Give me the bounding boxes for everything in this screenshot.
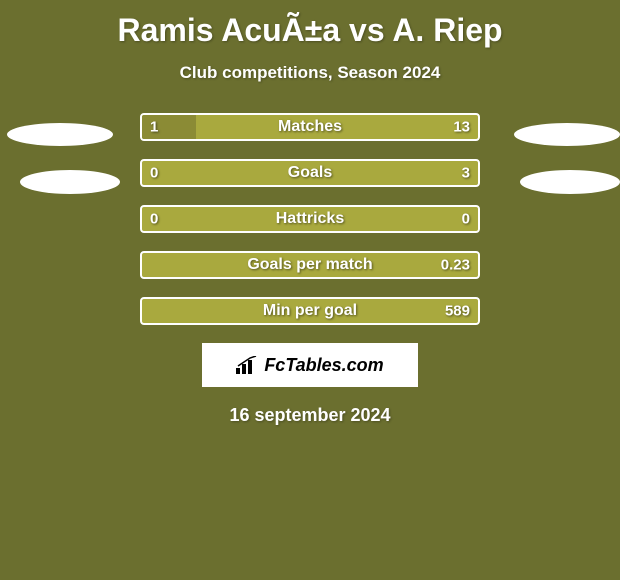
stat-right-hattricks: 0 [462,211,470,228]
player-right-marker-1 [514,123,620,146]
stat-bar-min-per-goal: Min per goal 589 [140,297,480,325]
stat-label-hattricks: Hattricks [142,210,478,228]
stat-label-goals: Goals [142,164,478,182]
stat-bar-matches: 1 Matches 13 [140,113,480,141]
stat-bar-goals-per-match: Goals per match 0.23 [140,251,480,279]
stat-label-matches: Matches [142,118,478,136]
stats-bars: 1 Matches 13 0 Goals 3 0 Hattricks 0 Goa… [140,113,480,325]
stat-right-goals: 3 [462,165,470,182]
logo-box: FcTables.com [202,343,418,387]
stat-label-gpm: Goals per match [142,256,478,274]
player-right-marker-2 [520,170,620,194]
player-left-marker-1 [7,123,113,146]
stat-label-mpg: Min per goal [142,302,478,320]
page-title: Ramis AcuÃ±a vs A. Riep [0,0,620,49]
date-text: 16 september 2024 [0,405,620,426]
page-subtitle: Club competitions, Season 2024 [0,63,620,83]
content-area: 1 Matches 13 0 Goals 3 0 Hattricks 0 Goa… [0,113,620,426]
player-left-marker-2 [20,170,120,194]
stat-right-mpg: 589 [445,303,470,320]
chart-icon [236,356,258,374]
stat-right-matches: 13 [453,119,470,136]
logo-text: FcTables.com [236,355,383,376]
stat-bar-hattricks: 0 Hattricks 0 [140,205,480,233]
stat-bar-goals: 0 Goals 3 [140,159,480,187]
logo-label: FcTables.com [264,355,383,376]
stat-right-gpm: 0.23 [441,257,470,274]
